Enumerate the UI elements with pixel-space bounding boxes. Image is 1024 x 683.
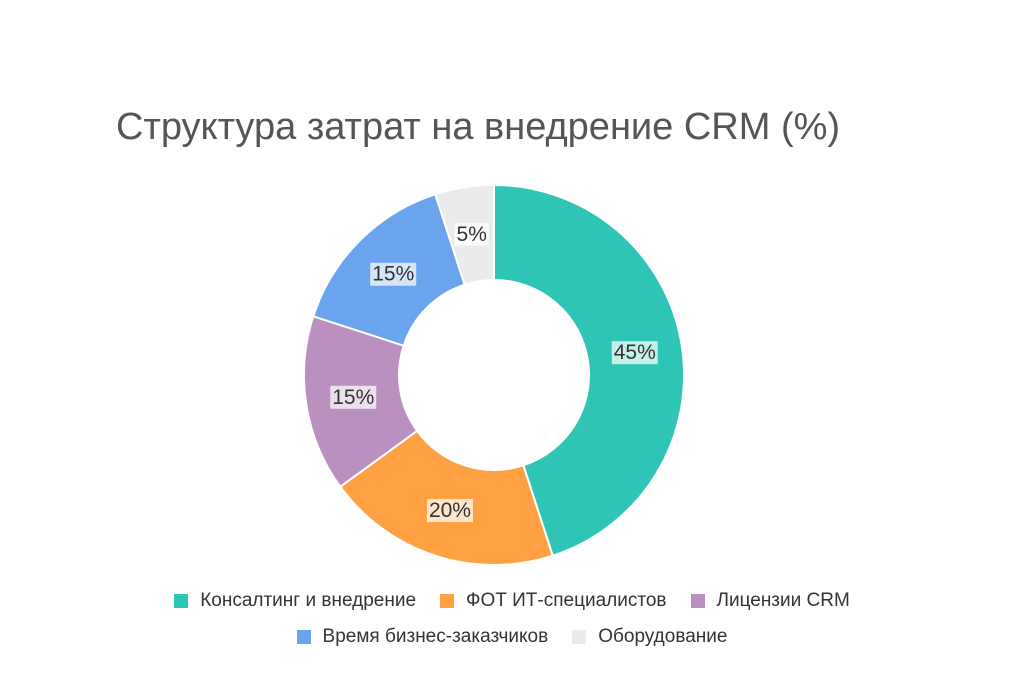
legend-label-hardware: Оборудование (598, 626, 728, 647)
slice-it-payroll[interactable] (338, 429, 554, 566)
legend-label-it-payroll: ФОТ ИТ-специалистов (466, 590, 667, 611)
chart-title: Структура затрат на внедрение CRM (%) (116, 106, 841, 148)
legend-label-business-time: Время бизнес-заказчиков (322, 626, 549, 647)
slice-label-consulting: 45% (614, 341, 656, 364)
donut-chart: 45% 20% 15% 15% 5% (303, 183, 685, 566)
legend-swatch-licenses (690, 594, 705, 608)
slice-label-business-time: 15% (372, 263, 414, 286)
legend-label-consulting: Консалтинг и внедрение (200, 590, 417, 611)
slice-label-bg-hardware (454, 222, 489, 246)
legend-row-2: Время бизнес-заказчиков Оборудование (0, 626, 1024, 648)
legend-swatch-hardware (572, 630, 587, 644)
legend-item-licenses[interactable]: Лицензии CRM (690, 590, 850, 612)
slice-label-licenses: 15% (332, 386, 374, 409)
legend-row-1: Консалтинг и внедрение ФОТ ИТ-специалист… (0, 590, 1024, 612)
legend-item-it-payroll[interactable]: ФОТ ИТ-специалистов (440, 590, 667, 612)
slice-label-hardware: 5% (457, 223, 487, 246)
slice-label-bg-it-payroll (426, 499, 473, 523)
slice-label-bg-consulting (611, 341, 658, 365)
slice-label-it-payroll: 20% (429, 499, 471, 522)
slice-label-bg-business-time (370, 262, 417, 286)
legend-swatch-business-time (296, 630, 311, 644)
legend-swatch-consulting (174, 594, 189, 608)
legend-item-hardware[interactable]: Оборудование (572, 626, 727, 648)
legend-item-business-time[interactable]: Время бизнес-заказчиков (296, 626, 549, 648)
slice-label-bg-licenses (330, 385, 377, 409)
legend-swatch-it-payroll (440, 594, 455, 608)
legend-item-consulting[interactable]: Консалтинг и внедрение (174, 590, 416, 612)
slice-consulting[interactable] (493, 183, 685, 557)
legend-label-licenses: Лицензии CRM (716, 590, 850, 611)
